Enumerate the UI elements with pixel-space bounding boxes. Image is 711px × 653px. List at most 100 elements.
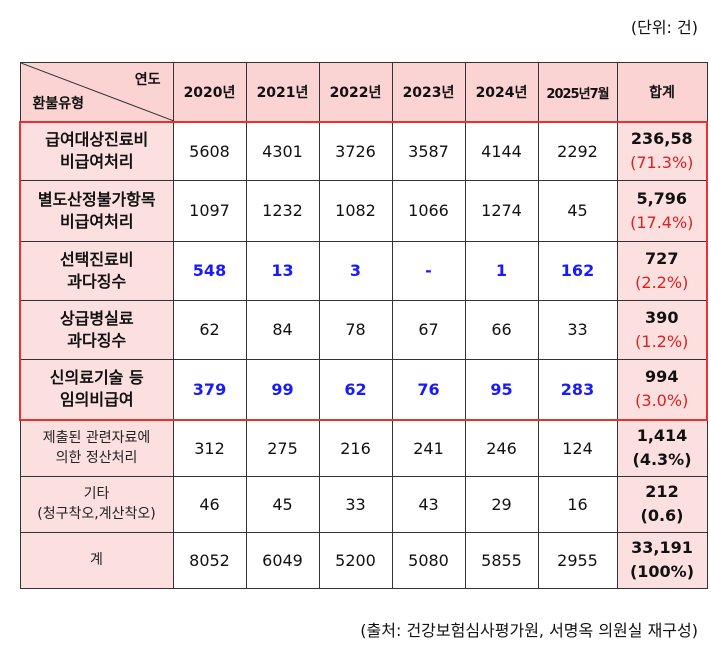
year-header: 2021년: [245, 62, 320, 123]
value-cell: 29: [464, 475, 539, 533]
total-cell: 5,796 (17.4%): [616, 179, 708, 242]
unit-label: (단위: 건): [630, 18, 698, 37]
value-cell: 162: [537, 240, 618, 301]
value-cell: 62: [172, 299, 247, 360]
total-percent: (1.2%): [635, 331, 689, 351]
value-cell: 312: [172, 419, 247, 477]
value-cell: 67: [391, 299, 466, 360]
row-label-line1: 계: [90, 552, 103, 568]
value-cell: 95: [464, 358, 539, 421]
value-cell: 241: [391, 419, 466, 477]
total-count: 212: [645, 482, 679, 501]
value-cell: 5855: [464, 531, 539, 589]
value-cell: 246: [464, 419, 539, 477]
value-cell: 1: [464, 240, 539, 301]
value-cell: 76: [391, 358, 466, 421]
row-label: 급여대상진료비 비급여처리: [19, 121, 174, 181]
value-cell: 46: [172, 475, 247, 533]
value-cell: 84: [245, 299, 320, 360]
total-cell: 33,191 (100%): [616, 531, 708, 589]
total-cell: 212 (0.6): [616, 475, 708, 533]
value-cell: 216: [318, 419, 393, 477]
year-header: 2023년: [391, 62, 466, 123]
total-percent: (71.3%): [630, 153, 694, 173]
row-label-line2: 과다징수: [67, 271, 127, 291]
row-label-line2: 임의비급여: [59, 390, 134, 410]
value-cell: 1082: [318, 179, 393, 242]
value-cell: 124: [537, 419, 618, 477]
refund-table: 연도 환불유형 2020년 2021년 2022년 2023년 2024년 20…: [19, 62, 708, 589]
total-cell: 236,58 (71.3%): [616, 121, 708, 181]
value-cell: 5608: [172, 121, 247, 181]
year-header: 2020년: [172, 62, 247, 123]
row-label: 기타 (청구착오,계산착오): [19, 475, 174, 533]
total-percent: (3.0%): [635, 391, 689, 411]
value-cell: 283: [537, 358, 618, 421]
value-cell: 16: [537, 475, 618, 533]
total-cell: 994 (3.0%): [616, 358, 708, 421]
value-cell: 45: [245, 475, 320, 533]
total-percent: (100%): [629, 562, 695, 581]
value-cell: 3: [318, 240, 393, 301]
value-cell: 1066: [391, 179, 466, 242]
value-cell: 33: [318, 475, 393, 533]
year-header: 2022년: [318, 62, 393, 123]
value-cell: 1274: [464, 179, 539, 242]
value-cell: 5200: [318, 531, 393, 589]
table-row: 상급병실료 과다징수 62 84 78 67 66 33 390 (1.2%): [19, 299, 708, 360]
total-percent: (4.3%): [632, 450, 692, 470]
table-row: 급여대상진료비 비급여처리 5608 4301 3726 3587 4144 2292 236,…: [19, 121, 708, 181]
total-count: 390: [645, 307, 679, 327]
value-cell: 6049: [245, 531, 320, 589]
value-cell: 66: [464, 299, 539, 360]
value-cell: 2955: [537, 531, 618, 589]
total-cell: 390 (1.2%): [616, 299, 708, 360]
value-cell: 2292: [537, 121, 618, 181]
table-row: 별도산정불가항목 비급여처리 1097 1232 1082 1066 1274 45 5,796…: [19, 179, 708, 242]
value-cell: 275: [245, 419, 320, 477]
header-row: 연도 환불유형 2020년 2021년 2022년 2023년 2024년 20…: [19, 62, 708, 123]
value-cell: 4301: [245, 121, 320, 181]
value-cell: 1097: [172, 179, 247, 242]
row-label-line1: 신의료기술 등: [49, 368, 144, 388]
value-cell: 3587: [391, 121, 466, 181]
row-label-line2: 의한 정산처리: [55, 450, 138, 467]
total-percent: (2.2%): [635, 272, 689, 292]
total-percent: (17.4%): [630, 212, 694, 232]
table-row: 신의료기술 등 임의비급여 379 99 62 76 95 283 994 (3.0%): [19, 358, 708, 421]
year-header: 2025년7월: [537, 62, 618, 123]
row-label-line2: 과다징수: [67, 330, 127, 350]
row-label-line1: 제출된 관련자료에: [42, 430, 151, 447]
value-cell: 8052: [172, 531, 247, 589]
total-count: 727: [645, 248, 679, 268]
value-cell: 43: [391, 475, 466, 533]
row-label: 신의료기술 등 임의비급여: [19, 358, 174, 421]
value-cell: 379: [172, 358, 247, 421]
corner-type-label: 환불유형: [32, 96, 85, 112]
value-cell: 3726: [318, 121, 393, 181]
total-percent: (0.6): [640, 506, 684, 525]
table-row: 기타 (청구착오,계산착오) 46 45 33 43 29 16 212 (0.6): [19, 475, 708, 533]
row-label: 별도산정불가항목 비급여처리: [19, 179, 174, 242]
row-label-line2: 비급여처리: [59, 152, 134, 172]
row-label-line1: 기타: [83, 486, 110, 502]
row-label-line2: (청구착오,계산착오): [37, 506, 156, 522]
total-header: 합계: [616, 62, 708, 123]
value-cell: -: [391, 240, 466, 301]
row-label-line2: 비급여처리: [59, 211, 134, 231]
total-count: 994: [645, 367, 679, 387]
value-cell: 548: [172, 240, 247, 301]
table-row: 제출된 관련자료에 의한 정산처리 312 275 216 241 246 124 1,414(…: [19, 419, 708, 477]
row-label-line1: 급여대상진료비: [45, 130, 149, 150]
value-cell: 4144: [464, 121, 539, 181]
source-note: (출처: 건강보험심사평가원, 서명옥 의원실 재구성): [360, 621, 698, 640]
row-label: 선택진료비 과다징수: [19, 240, 174, 301]
corner-year-label: 연도: [134, 72, 161, 88]
table-row: 선택진료비 과다징수 548 13 3-1 162 727 (2.2%): [19, 240, 708, 301]
row-label-line1: 상급병실료: [59, 308, 134, 328]
value-cell: 5080: [391, 531, 466, 589]
value-cell: 33: [537, 299, 618, 360]
table-row: 계 8052 6049 5200 5080 5855 2955 33,191 (100%): [19, 531, 708, 589]
year-header: 2024년: [464, 62, 539, 123]
